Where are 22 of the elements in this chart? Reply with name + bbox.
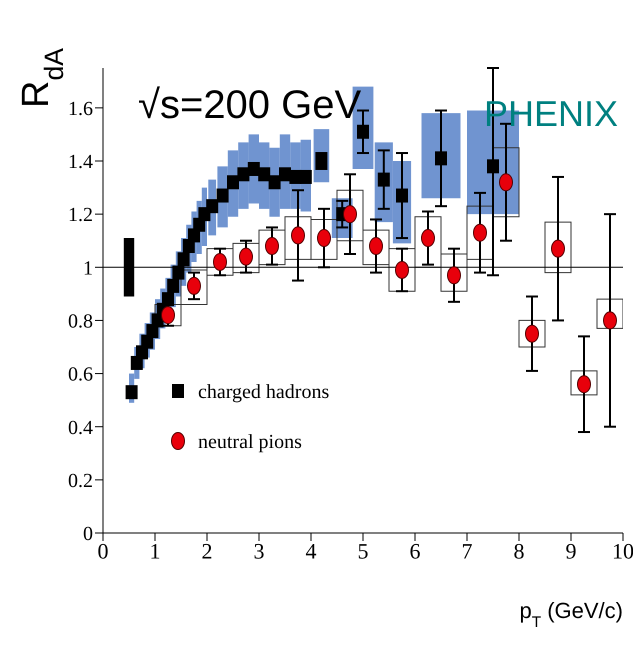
x-tick-label: 8	[514, 538, 524, 564]
x-tick-label: 1	[150, 538, 160, 564]
x-tick-label: 10	[612, 538, 634, 564]
y-tick-label: 0.2	[68, 470, 93, 492]
x-tick-label: 3	[254, 538, 264, 564]
x-tick-label: 5	[358, 538, 368, 564]
x-tick-label: 2	[202, 538, 212, 564]
x-tick-label: 7	[462, 538, 472, 564]
x-tick-label: 6	[410, 538, 420, 564]
y-tick-label: 0	[83, 523, 93, 546]
x-axis-title: p$_{T}$ (GeV/c)	[519, 598, 623, 630]
x-tick-label: 4	[306, 538, 316, 564]
y-tick-label: 1.4	[68, 151, 93, 174]
y-tick-label: 0.4	[68, 416, 93, 439]
y-tick-label: 0.8	[68, 310, 93, 333]
y-tick-label: 0.6	[68, 364, 93, 386]
legend-label: charged hadrons	[198, 381, 330, 403]
legend-label: neutral pions	[198, 431, 302, 453]
y-tick-label: 1	[83, 257, 93, 280]
y-tick-label: 1.2	[68, 204, 93, 226]
y-tick-label: 1.6	[68, 98, 93, 120]
x-tick-label: 9	[566, 538, 576, 564]
